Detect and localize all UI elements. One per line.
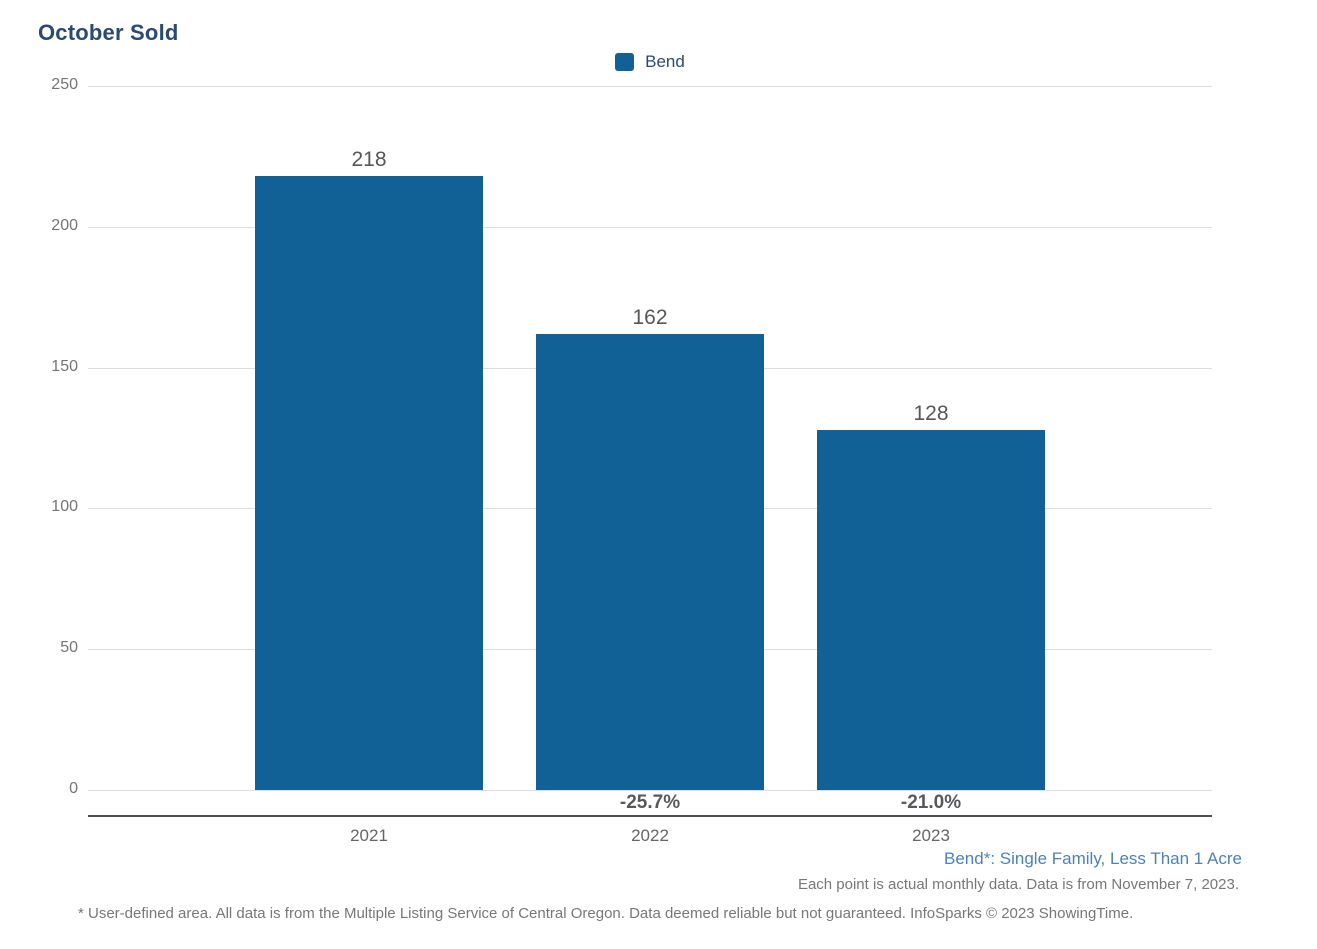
x-axis-line — [88, 815, 1212, 817]
gridline — [88, 790, 1212, 791]
chart-title: October Sold — [38, 20, 179, 45]
footnote-disclaimer: * User-defined area. All data is from th… — [78, 905, 1134, 922]
y-axis-tick-label: 150 — [51, 357, 78, 375]
bar-value-label: 128 — [913, 401, 949, 425]
pct-change-label: -25.7% — [619, 792, 681, 813]
y-axis-tick-label: 250 — [51, 76, 78, 93]
x-axis-label: 2023 — [912, 826, 950, 845]
gridline — [88, 86, 1212, 87]
footnote-data-date: Each point is actual monthly data. Data … — [797, 876, 1239, 893]
legend-label: Bend — [645, 52, 685, 71]
x-axis-label: 2021 — [350, 826, 388, 845]
legend-item-bend[interactable]: Bend — [615, 52, 685, 72]
footnote-series-definition: Bend*: Single Family, Less Than 1 Acre — [944, 849, 1242, 868]
y-axis-tick-label: 0 — [69, 780, 78, 797]
legend-swatch-icon — [615, 53, 635, 71]
y-axis-tick-label: 50 — [60, 639, 78, 657]
bar-value-label: 162 — [632, 305, 668, 329]
x-axis-label: 2022 — [631, 826, 669, 845]
pct-change-label: -21.0% — [900, 792, 962, 813]
gridline — [88, 226, 1212, 228]
y-axis-tick-label: 200 — [51, 216, 78, 234]
bar-2022[interactable] — [536, 333, 764, 790]
bar-2023[interactable] — [817, 429, 1045, 790]
bar-value-label: 218 — [351, 148, 387, 172]
bar-2021[interactable] — [255, 176, 483, 790]
y-axis-tick-label: 100 — [51, 498, 78, 516]
legend: Bend — [0, 52, 1300, 72]
